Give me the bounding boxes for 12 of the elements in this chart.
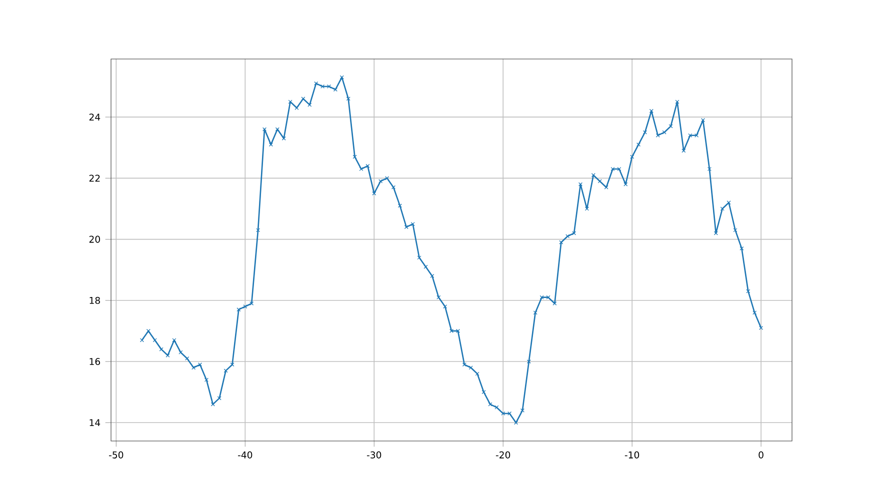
y-tick-label: 22 bbox=[89, 174, 100, 182]
y-tick-label: 14 bbox=[90, 419, 100, 426]
y-tick-label: 16 bbox=[90, 358, 100, 366]
y-tick-label: 20 bbox=[89, 236, 100, 243]
x-tick-label: 0 bbox=[758, 451, 764, 458]
x-tick-label: -20 bbox=[496, 451, 510, 458]
y-tick-label: 24 bbox=[89, 114, 100, 121]
x-tick-label: -40 bbox=[238, 451, 252, 458]
y-tick-label: 18 bbox=[90, 296, 100, 304]
x-tick-label: -50 bbox=[109, 451, 124, 458]
x-tick-label: -30 bbox=[366, 451, 382, 458]
x-tick-label: -10 bbox=[624, 451, 640, 458]
